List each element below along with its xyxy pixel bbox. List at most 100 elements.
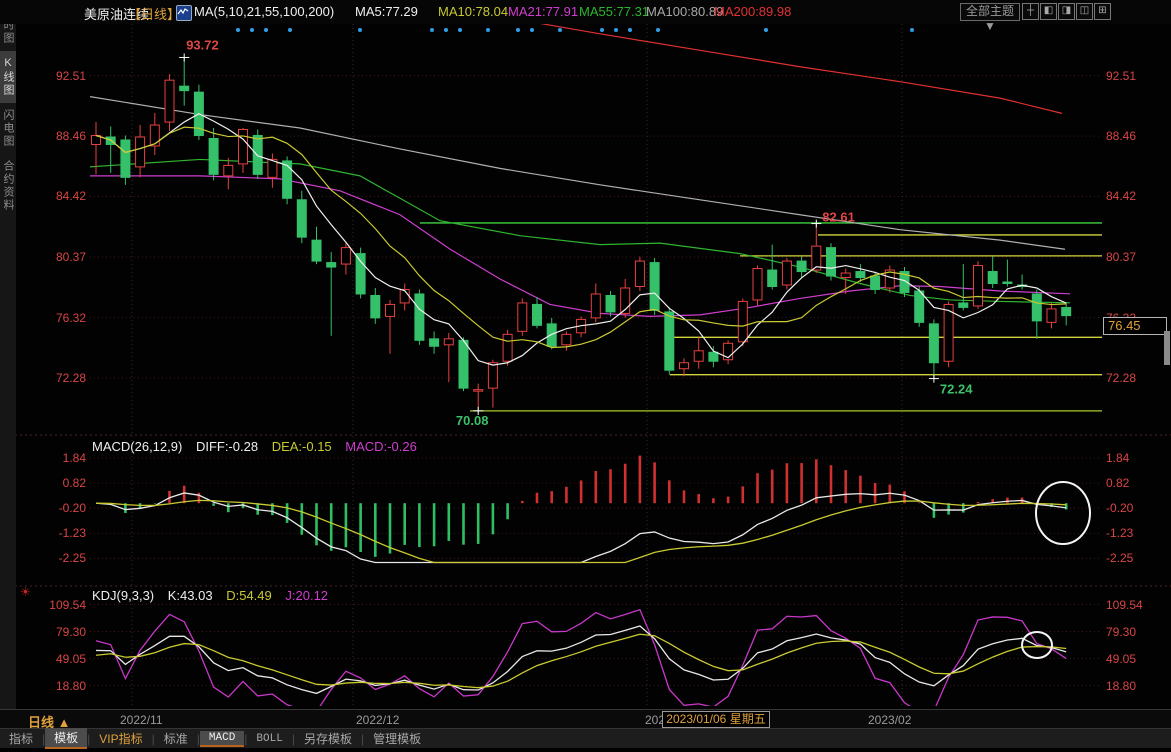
axis-label: 92.51 bbox=[55, 68, 86, 83]
axis-label: 88.46 bbox=[55, 129, 86, 144]
theme-select-button[interactable]: 全部主题▼ bbox=[960, 3, 1020, 33]
axis-label: 79.30 bbox=[55, 624, 86, 639]
axis-label: 79.30 bbox=[1106, 624, 1137, 639]
tab-separator: | bbox=[244, 731, 248, 746]
ma-config: MA(5,10,21,55,100,200) bbox=[194, 4, 335, 19]
gridlines bbox=[0, 14, 1171, 707]
kdj-j-value: J:20.12 bbox=[285, 588, 329, 603]
hand-drawn-annotations bbox=[350, 0, 1091, 659]
ma100-value: MA100:80.89 bbox=[646, 4, 724, 19]
macd-dea-value: DEA:-0.15 bbox=[271, 439, 332, 454]
svg-text:70.08: 70.08 bbox=[456, 413, 489, 428]
svg-text:82.61: 82.61 bbox=[822, 210, 855, 225]
axis-label: 0.82 bbox=[62, 476, 86, 491]
macd-value: MACD:-0.26 bbox=[345, 439, 417, 454]
date-label: 2023/02 bbox=[868, 713, 912, 727]
macd-title: MACD(26,12,9) bbox=[92, 439, 183, 454]
left-tab-strip: 分时图 K线图 闪电图 合约资料 bbox=[0, 0, 16, 710]
chevron-up-icon: ▲ bbox=[57, 715, 71, 730]
axis-label: 72.28 bbox=[1106, 370, 1137, 385]
split-left-icon[interactable]: ◧ bbox=[1040, 3, 1057, 20]
axis-label: 80.37 bbox=[55, 250, 86, 265]
axis-label: 84.42 bbox=[1106, 189, 1137, 204]
tab-separator: | bbox=[196, 731, 200, 746]
axis-label: 49.05 bbox=[1106, 651, 1137, 666]
axis-label: 88.46 bbox=[1106, 129, 1137, 144]
tab-save-template[interactable]: 另存模板 bbox=[303, 732, 352, 746]
crosshair-tool-icon[interactable]: ┼ bbox=[1022, 3, 1039, 20]
axis-label: -0.20 bbox=[1106, 501, 1134, 516]
candles-layer bbox=[91, 57, 1072, 411]
axis-label: -1.23 bbox=[58, 526, 86, 541]
kdj-title: KDJ(9,3,3) bbox=[92, 588, 155, 603]
ma55-value: MA55:77.31 bbox=[579, 4, 650, 19]
axis-label: 1.84 bbox=[1106, 451, 1130, 466]
indicator-settings-icon[interactable]: ☀ bbox=[20, 585, 31, 599]
axis-label: 109.54 bbox=[49, 597, 86, 612]
tab-vip-indicator[interactable]: VIP指标 bbox=[99, 732, 143, 746]
axis-label: 109.54 bbox=[1106, 597, 1143, 612]
kdj-panel bbox=[95, 608, 1067, 706]
tab-separator: | bbox=[151, 731, 155, 746]
last-price-badge: 76.45 bbox=[1103, 317, 1167, 335]
ma200-value: MA200:89.98 bbox=[714, 4, 792, 19]
tab-kline-chart[interactable]: K线图 bbox=[0, 51, 16, 103]
tab-boll[interactable]: BOLL bbox=[256, 732, 283, 745]
tab-contract-info[interactable]: 合约资料 bbox=[2, 160, 14, 212]
date-axis-row: 日线 ▲ 2022/11 2022/12 2023/01 2023/02 202… bbox=[0, 709, 1171, 730]
symbol-name: 美原油连续 bbox=[84, 7, 150, 22]
date-label: 2022/11 bbox=[120, 713, 163, 727]
axis-label: 72.28 bbox=[55, 370, 86, 385]
axis-label: 18.80 bbox=[1106, 678, 1137, 693]
tab-separator: | bbox=[87, 731, 91, 746]
crosshair-date-tooltip: 2023/01/06 星期五 bbox=[662, 711, 770, 728]
kdj-d-value: D:54.49 bbox=[226, 588, 272, 603]
tab-manage-template[interactable]: 管理模板 bbox=[373, 732, 422, 746]
ma5-value: MA5:77.29 bbox=[355, 4, 418, 19]
macd-header: MACD(26,12,9) DIFF:-0.28 DEA:-0.15 MACD:… bbox=[92, 439, 427, 454]
tab-template[interactable]: 模板 bbox=[45, 728, 88, 749]
kline-chart-icon bbox=[176, 5, 192, 21]
scrollbar-thumb[interactable] bbox=[1164, 331, 1170, 365]
tab-lightning-chart[interactable]: 闪电图 bbox=[2, 109, 14, 148]
tab-separator: | bbox=[291, 731, 295, 746]
tab-indicator[interactable]: 指标 bbox=[9, 732, 34, 746]
signal-dots bbox=[236, 28, 914, 32]
axis-label: 1.84 bbox=[62, 451, 86, 466]
axis-label: 18.80 bbox=[55, 678, 86, 693]
period-selector[interactable]: 日线 ▲ bbox=[28, 715, 71, 730]
macd-panel bbox=[95, 455, 1068, 564]
pivot-labels: 93.72 82.61 72.24 70.08 bbox=[179, 37, 973, 428]
svg-text:93.72: 93.72 bbox=[186, 37, 219, 52]
pop-out-icon[interactable]: ⊞ bbox=[1094, 3, 1111, 20]
axis-label: -2.25 bbox=[58, 551, 86, 566]
axis-label: 92.51 bbox=[1106, 68, 1137, 83]
kdj-header: KDJ(9,3,3) K:43.03 D:54.49 J:20.12 bbox=[92, 588, 338, 603]
axis-label: 0.82 bbox=[1106, 476, 1130, 491]
svg-text:72.24: 72.24 bbox=[940, 382, 973, 397]
axis-label: 80.37 bbox=[1106, 250, 1137, 265]
indicator-tab-bar: 指标 | 模板 | VIP指标 | 标准 | MACD | BOLL | 另存模… bbox=[0, 728, 1171, 749]
tab-standard[interactable]: 标准 bbox=[163, 732, 188, 746]
tab-separator: | bbox=[360, 731, 365, 746]
ma10-value: MA10:78.04 bbox=[438, 4, 509, 19]
tab-separator: | bbox=[42, 731, 46, 746]
axis-label: -0.20 bbox=[58, 501, 86, 516]
period-tag: 【日线】 bbox=[128, 7, 181, 22]
top-indicator-bar: 美原油连续 【日线】 MA(5,10,21,55,100,200) MA5:77… bbox=[0, 0, 1171, 33]
pane-layout-icon[interactable]: ◫ bbox=[1076, 3, 1093, 20]
ma21-value: MA21:77.91 bbox=[508, 4, 579, 19]
macd-diff-value: DIFF:-0.28 bbox=[195, 439, 259, 454]
axis-label: 49.05 bbox=[55, 651, 86, 666]
main-price-panel bbox=[90, 24, 1102, 412]
axis-label: -2.25 bbox=[1106, 551, 1134, 566]
axis-label: 84.42 bbox=[55, 189, 86, 204]
tab-macd[interactable]: MACD bbox=[199, 730, 245, 747]
axis-label: -1.23 bbox=[1106, 526, 1134, 541]
split-right-icon[interactable]: ◨ bbox=[1058, 3, 1075, 20]
axis-label: 76.32 bbox=[55, 310, 86, 325]
kdj-k-value: K:43.03 bbox=[167, 588, 213, 603]
date-label: 2022/12 bbox=[356, 713, 400, 727]
